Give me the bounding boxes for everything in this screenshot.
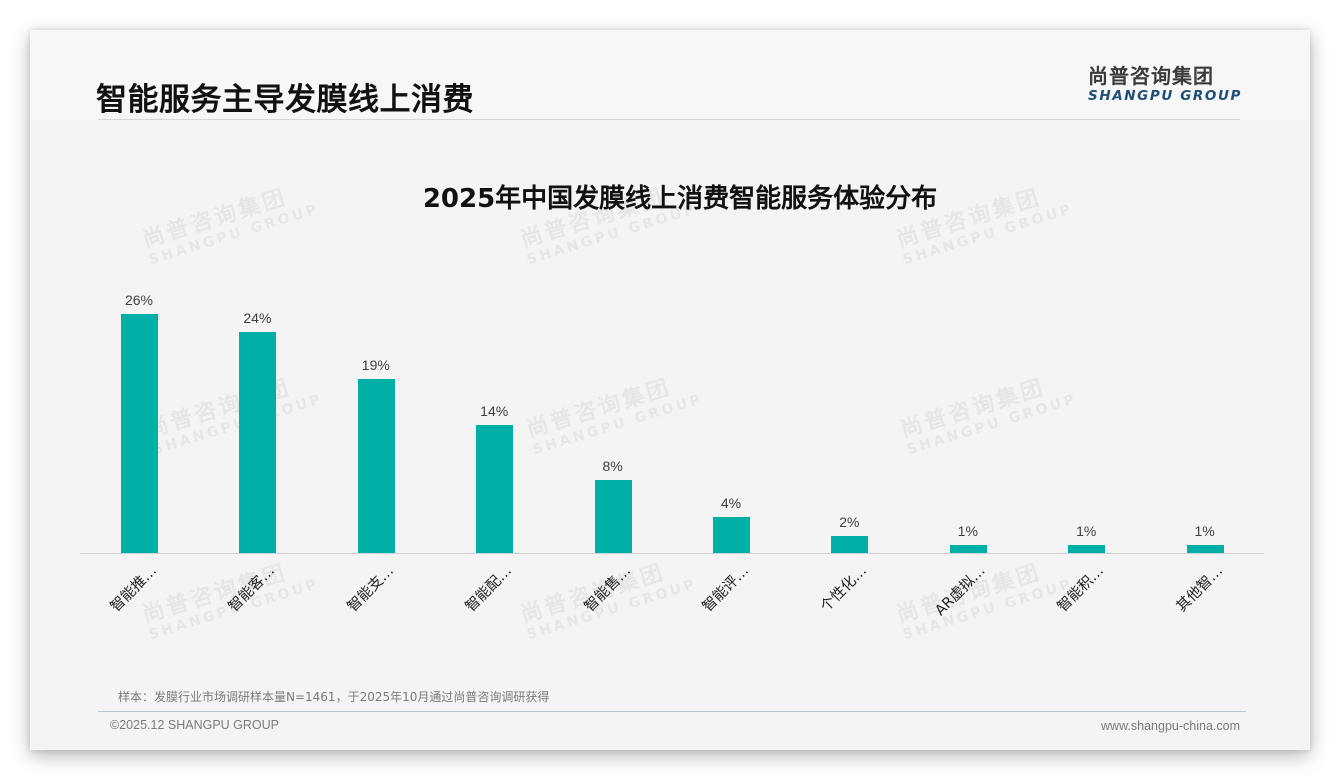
chart-title: 2025年中国发膜线上消费智能服务体验分布 xyxy=(422,184,938,214)
x-axis-category-label: 其他智… xyxy=(1173,562,1226,616)
x-axis-category-label: 智能评… xyxy=(699,562,753,616)
bar-group: 26% xyxy=(80,260,198,554)
bar-group: 19% xyxy=(317,260,435,554)
bar xyxy=(239,332,277,554)
bar-value-label: 1% xyxy=(1194,522,1215,539)
bar-value-label: 19% xyxy=(361,356,390,373)
bar xyxy=(121,314,158,554)
x-axis-category-label: 智能配… xyxy=(463,562,516,616)
bar xyxy=(357,378,395,554)
x-axis-category-label: 智能支… xyxy=(344,562,397,616)
bar-chart-plot: 26% 24% 19% 14% 8% 4% 2% 1% 1% 1% xyxy=(80,260,1264,554)
header-divider xyxy=(98,119,1240,120)
bar-value-label: 26% xyxy=(124,292,154,308)
bar-group: 1% xyxy=(1027,260,1145,554)
x-axis-category-label: AR虚拟… xyxy=(932,562,989,620)
header-band xyxy=(30,30,1310,120)
bar-group: 1% xyxy=(1146,260,1264,554)
x-axis-category-label: 智能客… xyxy=(226,562,279,616)
bar xyxy=(713,517,750,554)
bar xyxy=(1186,544,1224,554)
x-axis-category-label: 个性化… xyxy=(818,562,871,616)
bar-value-label: 24% xyxy=(243,310,272,327)
website-link: www.shangpu-china.com xyxy=(1101,719,1240,733)
slide: 智能服务主导发膜线上消费 尚普咨询集团 SHANGPU GROUP 尚普咨询集团… xyxy=(30,30,1310,750)
footer-divider xyxy=(98,711,1246,712)
x-axis-line xyxy=(80,553,1264,554)
bar-value-label: 4% xyxy=(720,495,742,512)
bar-value-label: 8% xyxy=(602,458,623,475)
bar-group: 8% xyxy=(554,260,672,554)
x-axis-category-label: 智能售… xyxy=(581,562,634,616)
bar-group: 1% xyxy=(909,260,1027,554)
bar xyxy=(476,424,514,554)
bar xyxy=(949,544,987,554)
x-axis-category-label: 智能推… xyxy=(107,562,161,616)
bar-value-label: 1% xyxy=(957,522,978,539)
bar-value-label: 14% xyxy=(480,402,509,419)
bar xyxy=(831,535,869,554)
copyright-text: ©2025.12 SHANGPU GROUP xyxy=(110,718,279,732)
bar-group: 14% xyxy=(435,260,553,554)
logo-cn-text: 尚普咨询集团 xyxy=(1088,64,1214,88)
company-logo: 尚普咨询集团 SHANGPU GROUP xyxy=(1088,64,1248,104)
x-axis-category-label: 智能积… xyxy=(1055,562,1108,616)
sample-note: 样本：发膜行业市场调研样本量N=1461，于2025年10月通过尚普咨询调研获得 xyxy=(118,690,550,704)
bar-group: 2% xyxy=(790,260,908,554)
bar-value-label: 2% xyxy=(839,513,860,530)
bar-value-label: 1% xyxy=(1076,522,1097,539)
bar-group: 4% xyxy=(672,260,790,554)
logo-en-text: SHANGPU GROUP xyxy=(1088,88,1243,104)
bar xyxy=(594,480,632,554)
page-title: 智能服务主导发膜线上消费 xyxy=(96,82,474,118)
bar-group: 24% xyxy=(198,260,316,554)
x-axis-labels: 智能推… 智能客… 智能支… 智能配… 智能售… 智能评… 个性化… AR虚拟… 智能积… 其他智… xyxy=(80,560,1264,650)
bar xyxy=(1068,544,1106,554)
